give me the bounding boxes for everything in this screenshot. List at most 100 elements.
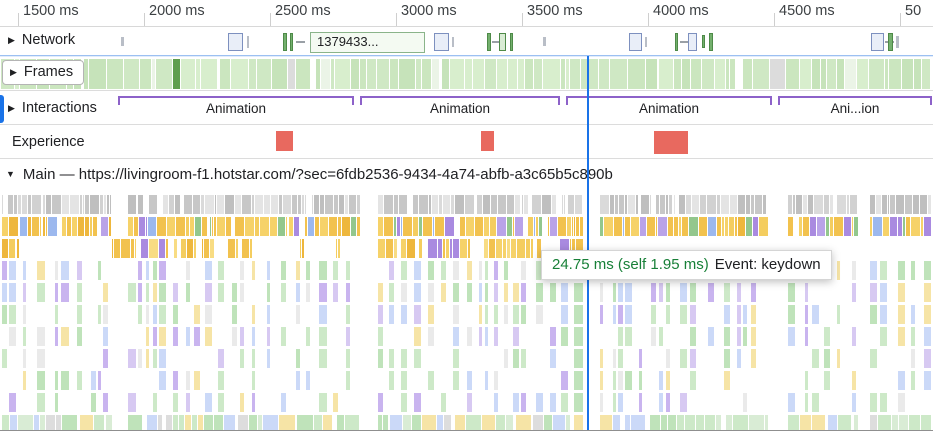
flame-bar[interactable] [467,261,472,280]
flame-bar[interactable] [661,415,667,430]
flame-bar[interactable] [793,195,795,214]
flame-bar[interactable] [575,195,582,214]
flame-bar[interactable] [294,217,299,236]
flame-bar[interactable] [37,393,45,412]
flame-bar[interactable] [90,217,92,236]
flame-bar[interactable] [80,195,82,214]
network-request[interactable] [452,37,454,47]
flame-bar[interactable] [656,195,659,214]
flame-bar[interactable] [205,195,214,214]
flame-bar[interactable] [401,393,407,412]
flame-bar[interactable] [22,195,27,214]
flame-bar[interactable] [445,217,454,236]
flame-bar[interactable] [23,261,26,280]
flame-bar[interactable] [407,239,415,258]
flame-bar[interactable] [173,415,178,430]
flame-bar[interactable] [232,283,237,302]
flame-bar[interactable] [552,195,556,214]
flame-bar[interactable] [306,371,310,390]
frame-segment[interactable] [497,59,507,89]
flame-bar[interactable] [905,195,912,214]
flame-bar[interactable] [504,283,508,302]
flame-bar[interactable] [255,195,263,214]
flame-bar[interactable] [909,415,920,430]
flame-bar[interactable] [345,195,348,214]
flame-bar[interactable] [40,415,45,430]
flame-bar[interactable] [668,217,673,236]
flame-bar[interactable] [898,217,902,236]
frame-segment[interactable] [399,59,415,89]
flame-bar[interactable] [401,261,407,280]
flame-bar[interactable] [531,239,533,258]
flame-bar[interactable] [403,415,411,430]
flame-bar[interactable] [550,283,556,302]
flame-bar[interactable] [319,349,327,368]
flame-bar[interactable] [378,393,383,412]
flame-bar[interactable] [812,393,819,412]
flame-bar[interactable] [574,393,583,412]
flame-bar[interactable] [9,283,16,302]
flame-bar[interactable] [319,327,327,346]
flame-bar[interactable] [333,283,338,302]
flame-bar[interactable] [763,195,766,214]
flame-bar[interactable] [267,261,270,280]
flame-bar[interactable] [320,195,324,214]
flame-bar[interactable] [43,217,45,236]
flame-bar[interactable] [441,261,446,280]
flame-bar[interactable] [314,195,319,214]
flame-bar[interactable] [242,195,251,214]
flame-bar[interactable] [148,217,156,236]
flame-bar[interactable] [444,415,451,430]
frame-segment[interactable] [534,59,542,89]
flame-bar[interactable] [924,217,931,236]
flame-bar[interactable] [576,239,583,258]
flame-bar[interactable] [550,349,556,368]
flame-bar[interactable] [677,415,684,430]
frame-segment[interactable] [753,59,769,89]
flame-bar[interactable] [37,261,45,280]
frame-segment[interactable] [821,59,826,89]
flame-bar[interactable] [179,415,184,430]
flame-bar[interactable] [214,217,216,236]
flame-bar[interactable] [600,371,603,390]
flame-bar[interactable] [699,217,707,236]
flame-bar[interactable] [61,371,69,390]
network-request[interactable] [290,33,293,51]
flame-bar[interactable] [176,217,185,236]
flame-bar[interactable] [484,217,489,236]
flame-bar[interactable] [674,217,678,236]
flame-bar[interactable] [252,371,255,390]
flame-bar[interactable] [9,327,16,346]
flame-bar[interactable] [888,195,889,214]
flame-bar[interactable] [475,217,483,236]
flame-bar[interactable] [539,217,542,236]
flame-bar[interactable] [403,217,412,236]
flame-bar[interactable] [453,261,459,280]
flame-bar[interactable] [544,415,552,430]
flame-bar[interactable] [100,195,103,214]
flame-bar[interactable] [441,283,446,302]
flame-bar[interactable] [924,349,931,368]
flame-bar[interactable] [521,283,526,302]
flame-bar[interactable] [153,261,157,280]
flame-bar[interactable] [618,349,623,368]
flame-bar[interactable] [854,217,858,236]
frame-segment[interactable] [902,59,913,89]
flame-bar[interactable] [438,239,442,258]
flame-bar[interactable] [346,283,350,302]
frame-segment[interactable] [682,59,690,89]
flame-bar[interactable] [267,327,270,346]
frame-segment[interactable] [786,59,799,89]
flame-bar[interactable] [870,415,877,430]
flame-bar[interactable] [217,195,224,214]
layout-shift-marker[interactable] [276,131,293,151]
flame-bar[interactable] [746,195,750,214]
flame-bar[interactable] [625,217,630,236]
flame-bar[interactable] [558,217,566,236]
flame-bar[interactable] [194,239,196,258]
flame-bar[interactable] [240,393,244,412]
time-ruler[interactable]: 1500 ms 2000 ms 2500 ms 3000 ms 3500 ms 4000 … [0,0,933,27]
frame-segment[interactable] [730,59,735,89]
flame-bar[interactable] [618,371,623,390]
flame-bar[interactable] [921,217,923,236]
